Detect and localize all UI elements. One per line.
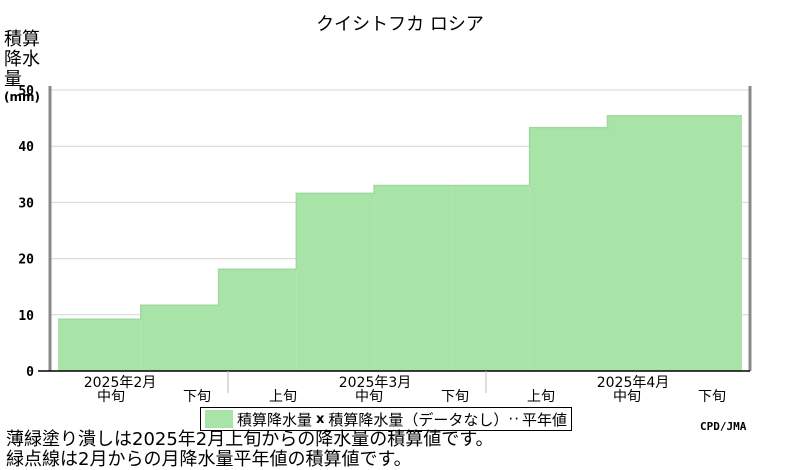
legend-item-normal: 平年値 (521, 410, 567, 429)
y-tick-label-40: 40 (18, 140, 34, 155)
credit-text: CPD/JMA (700, 420, 747, 433)
area-outline (58, 115, 742, 321)
dekad-label-1: 中旬 (97, 389, 125, 405)
footnote-fill: 薄緑塗り潰しは2025年2月上旬からの降水量の積算値です。 (6, 429, 494, 450)
area-step-6 (451, 185, 530, 371)
area-step-1 (58, 319, 141, 371)
y-axis-label-text: 積算降水量 (4, 29, 40, 90)
legend: 積算降水量 x 積算降水量（データなし） ·· 平年値 (200, 407, 572, 431)
legend-dotted-line-icon: ·· (508, 410, 520, 428)
area-step-4 (296, 193, 375, 371)
legend-x-marker-icon: x (316, 411, 325, 427)
dekad-label-8: 下旬 (698, 389, 726, 405)
chart-title: クイシトフカ ロシア (316, 14, 484, 35)
y-tick-label-10: 10 (18, 309, 34, 324)
legend-swatch-filled (205, 410, 233, 428)
dekad-label-5: 下旬 (441, 389, 469, 405)
dekad-label-2: 下旬 (183, 389, 211, 405)
footnote-normal-line: 緑点線は2月からの月降水量平年値の積算値です。 (6, 449, 412, 470)
area-step-8 (607, 115, 742, 372)
dekad-label-6: 上旬 (527, 389, 555, 405)
month-label-3: 2025年4月 (597, 375, 670, 391)
area-step-2 (140, 305, 219, 371)
legend-item-no-data: 積算降水量（データなし） (328, 410, 509, 429)
month-label-2: 2025年3月 (339, 375, 412, 391)
month-label-1: 2025年2月 (84, 375, 157, 391)
area-step-3 (218, 269, 297, 371)
dekad-label-4: 中旬 (355, 389, 383, 405)
y-axis-label: 積算降水量 (mm) (4, 29, 44, 105)
y-tick-label-0: 0 (26, 365, 34, 380)
dekad-label-3: 上旬 (269, 389, 297, 405)
legend-item-accumulated: 積算降水量 (237, 410, 313, 429)
area-step-5 (374, 185, 452, 371)
y-tick-label-20: 20 (18, 253, 34, 268)
area-step-7 (529, 127, 608, 372)
y-tick-label-50: 50 (18, 84, 34, 99)
y-axis-unit: (mm) (4, 90, 40, 104)
y-tick-label-30: 30 (18, 196, 34, 211)
dekad-label-7: 中旬 (613, 389, 641, 405)
